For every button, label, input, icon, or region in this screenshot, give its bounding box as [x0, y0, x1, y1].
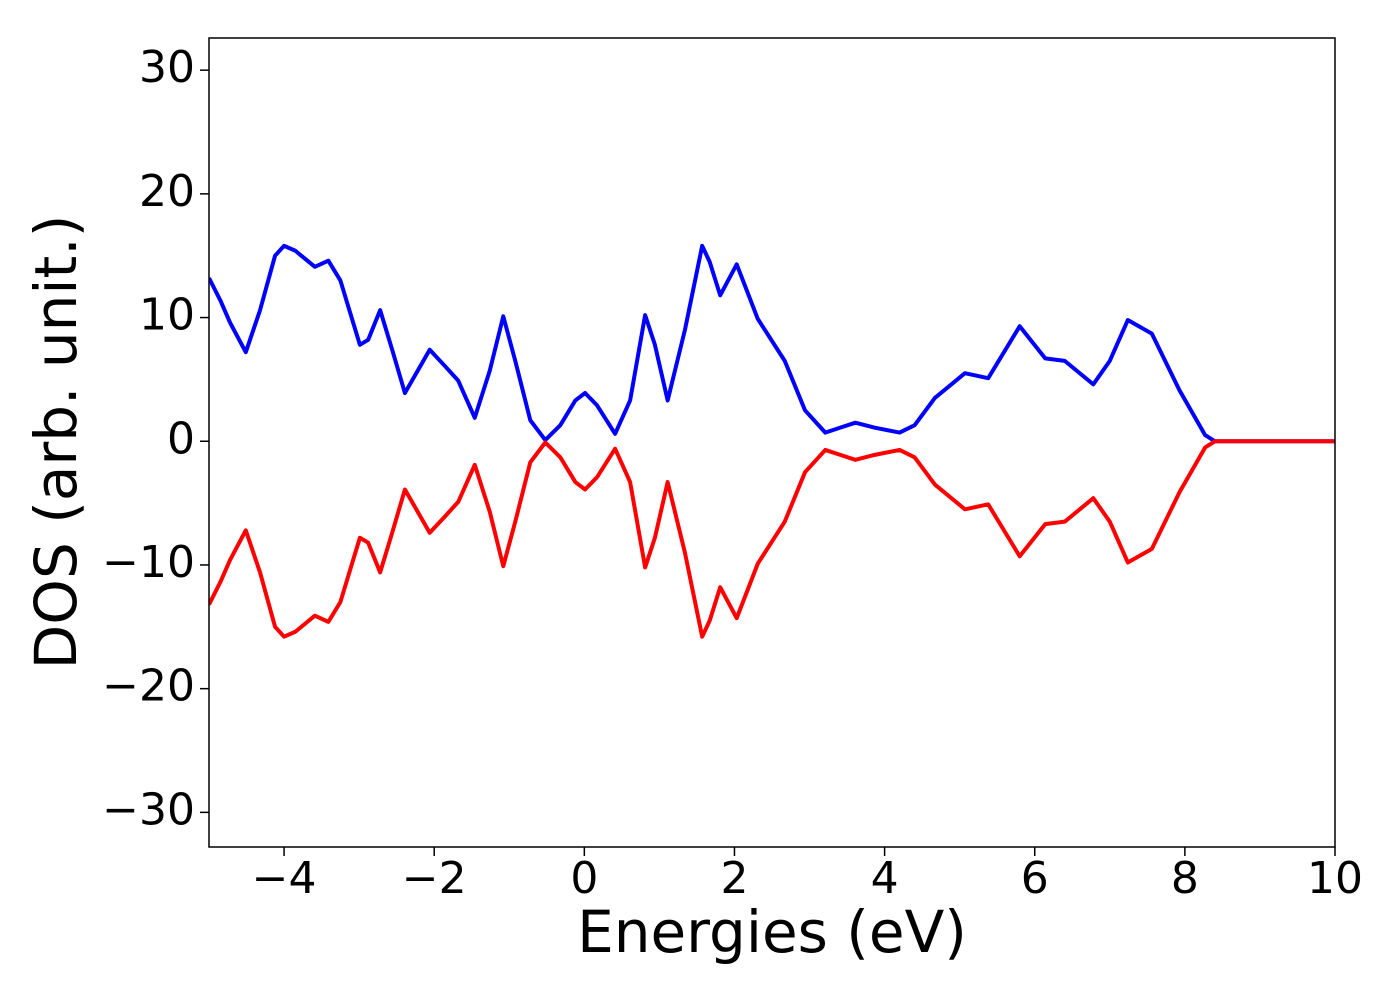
y-tick-label: 0 [167, 413, 195, 464]
y-tick-label: −10 [102, 537, 195, 588]
x-tick-label: 2 [720, 853, 748, 904]
x-tick-label: −2 [402, 853, 467, 904]
x-tick-label: 4 [871, 853, 899, 904]
plot-frame [208, 37, 1336, 848]
x-tick-label: 0 [570, 853, 598, 904]
y-tick-label: −30 [102, 784, 195, 835]
x-tick-label: 8 [1171, 853, 1199, 904]
y-tick-label: −20 [102, 661, 195, 712]
line-series [209, 243, 1335, 444]
y-tick-label: 10 [139, 290, 195, 341]
x-tick-label: −4 [252, 853, 317, 904]
y-tick-label: 20 [139, 166, 195, 217]
y-axis-label: DOS (arb. unit.) [22, 215, 90, 670]
x-tick-label: 6 [1021, 853, 1049, 904]
x-tick-label: 10 [1307, 853, 1363, 904]
y-tick-label: 30 [139, 42, 195, 93]
line-series [209, 439, 1335, 639]
x-axis-label: Energies (eV) [577, 898, 967, 966]
